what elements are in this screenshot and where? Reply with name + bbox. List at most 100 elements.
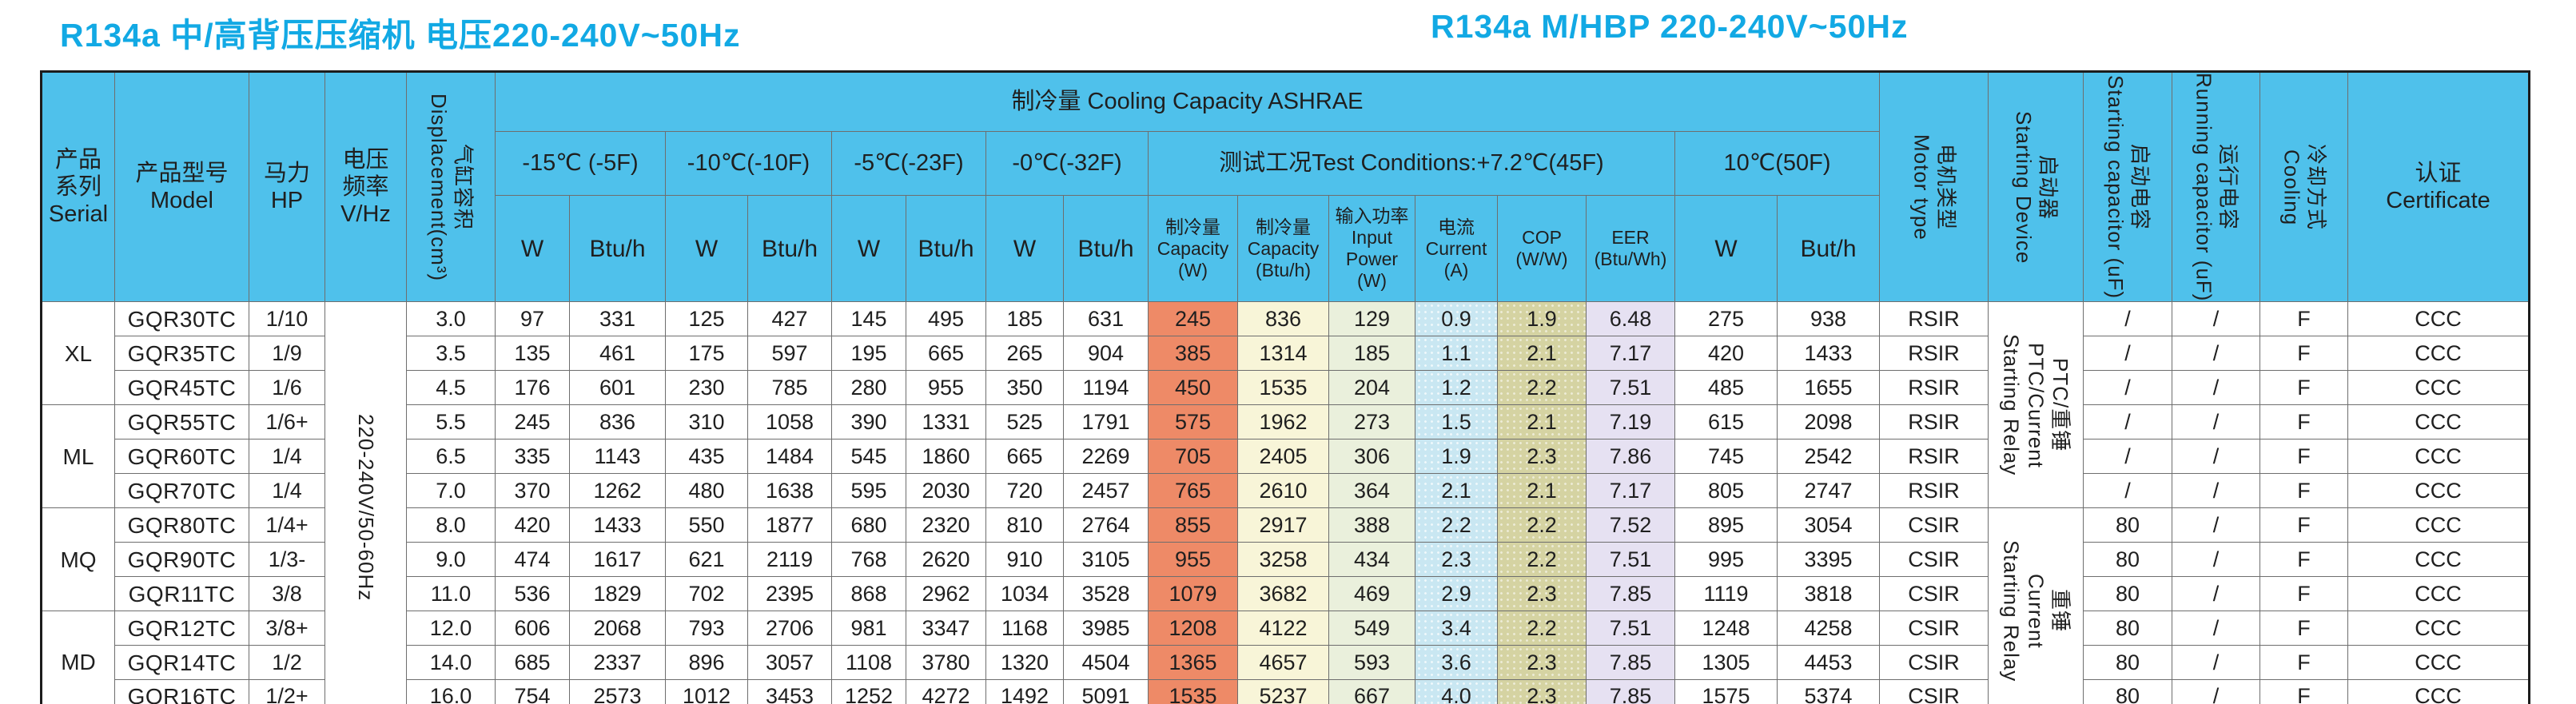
cell-disp: 8.0 (406, 507, 496, 543)
cell-cop: 2.1 (1497, 404, 1587, 440)
col-header-input-power: 输入功率 Input Power (W) (1328, 195, 1415, 303)
cell-model: GQR60TC (114, 439, 249, 475)
cell-b0: 4504 (1063, 645, 1149, 681)
cell-w0: 1168 (985, 611, 1064, 646)
col-header-serial: 产品 系列 Serial (41, 70, 115, 303)
cell-cooling: F (2259, 301, 2348, 337)
cell-w10f: 793 (665, 611, 748, 646)
cell-hp: 1/6 (249, 370, 325, 406)
cell-motor: RSIR (1879, 301, 1989, 337)
cell-cop: 2.3 (1497, 576, 1587, 612)
col-header-hp: 马力HP (249, 70, 325, 303)
cell-b0: 1791 (1063, 404, 1149, 440)
cell-w15: 370 (495, 473, 570, 509)
cell-disp: 16.0 (406, 679, 496, 704)
page-title-left: R134a 中/高背压压缩机 电压220-240V~50Hz (60, 17, 741, 54)
cell-eer: 7.86 (1586, 439, 1675, 475)
cell-eer: 7.52 (1586, 507, 1675, 543)
cell-capb: 5237 (1237, 679, 1329, 704)
cell-b10f: 597 (747, 336, 832, 372)
cell-b15: 1262 (569, 473, 666, 509)
col-header-vhz: 电压 频率 V/Hz (324, 70, 407, 303)
cell-hp: 3/8+ (249, 611, 325, 646)
cell-w10c: 1305 (1674, 645, 1778, 681)
cell-model: GQR80TC (114, 507, 249, 543)
col-header-temp-minus10: -10℃(-10F) (665, 130, 832, 197)
cell-b0: 631 (1063, 301, 1149, 337)
cell-model: GQR45TC (114, 370, 249, 406)
cell-w0: 1492 (985, 679, 1064, 704)
cell-b5: 1331 (906, 404, 986, 440)
cell-b10f: 3057 (747, 645, 832, 681)
cell-w10f: 480 (665, 473, 748, 509)
cell-w10f: 702 (665, 576, 748, 612)
cell-b10c: 938 (1777, 301, 1880, 337)
cell-b15: 836 (569, 404, 666, 440)
cell-cooling: F (2259, 611, 2348, 646)
cell-w15: 245 (495, 404, 570, 440)
cell-w0: 910 (985, 542, 1064, 578)
cell-hp: 1/3- (249, 542, 325, 578)
cell-startdev: 重锤 Current Starting Relay (1988, 507, 2084, 704)
cell-b15: 2068 (569, 611, 666, 646)
cell-w10c: 1575 (1674, 679, 1778, 704)
cell-w5: 981 (831, 611, 906, 646)
cell-b10f: 2119 (747, 542, 832, 578)
cell-b15: 1433 (569, 507, 666, 543)
cell-b5: 3780 (906, 645, 986, 681)
table-row: XL GQR30TC 1/10 220-240V/50-60Hz 3.0 97 331 125… (41, 301, 2530, 704)
col-header-running-capacitor: 运行电容 Running capacitor (uF) (2172, 70, 2260, 303)
col-header-current: 电流 Current (A) (1415, 195, 1498, 303)
col-header-w-minus0: W (985, 195, 1064, 303)
cell-startcap: 80 (2083, 507, 2172, 543)
col-header-eer: EER (Btu/Wh) (1586, 195, 1675, 303)
col-header-w-minus15: W (495, 195, 570, 303)
cell-startcap: 80 (2083, 576, 2172, 612)
cell-cur: 2.9 (1415, 576, 1498, 612)
cell-capb: 1962 (1237, 404, 1329, 440)
cell-b5: 2962 (906, 576, 986, 612)
cell-cooling: F (2259, 370, 2348, 406)
col-header-cop: COP (W/W) (1497, 195, 1587, 303)
cell-cur: 2.1 (1415, 473, 1498, 509)
cell-w5: 545 (831, 439, 906, 475)
col-header-w-minus10: W (665, 195, 748, 303)
cell-b0: 3528 (1063, 576, 1149, 612)
cell-b0: 5091 (1063, 679, 1149, 704)
cell-w15: 474 (495, 542, 570, 578)
cell-w15: 606 (495, 611, 570, 646)
cell-w0: 265 (985, 336, 1064, 372)
cell-capb: 3682 (1237, 576, 1329, 612)
col-header-btuh-minus15: Btu/h (569, 195, 666, 303)
cell-b10c: 2542 (1777, 439, 1880, 475)
cell-motor: RSIR (1879, 370, 1989, 406)
cell-cop: 2.1 (1497, 473, 1587, 509)
cell-inp: 667 (1328, 679, 1415, 704)
cell-inp: 549 (1328, 611, 1415, 646)
cell-inp: 593 (1328, 645, 1415, 681)
cell-w10c: 805 (1674, 473, 1778, 509)
cell-model: GQR90TC (114, 542, 249, 578)
cell-w10c: 995 (1674, 542, 1778, 578)
cell-capb: 4122 (1237, 611, 1329, 646)
col-header-temp-minus15: -15℃ (-5F) (495, 130, 666, 197)
cell-cur: 1.5 (1415, 404, 1498, 440)
cell-cooling: F (2259, 336, 2348, 372)
cell-cert: CCC (2347, 370, 2530, 406)
cell-capb: 1314 (1237, 336, 1329, 372)
cell-b5: 4272 (906, 679, 986, 704)
cell-startcap: / (2083, 301, 2172, 337)
cell-b10f: 1058 (747, 404, 832, 440)
cell-motor: CSIR (1879, 611, 1989, 646)
cell-capw: 855 (1148, 507, 1238, 543)
col-header-motor-type: 电机类型 Motor type (1879, 70, 1989, 303)
cell-b10c: 2098 (1777, 404, 1880, 440)
cell-b10f: 427 (747, 301, 832, 337)
cell-b5: 955 (906, 370, 986, 406)
cell-w10f: 435 (665, 439, 748, 475)
cell-startdev: PTC/重锤 PTC/Current Starting Relay (1988, 301, 2084, 509)
cell-cert: CCC (2347, 645, 2530, 681)
cell-w0: 720 (985, 473, 1064, 509)
cell-b5: 3347 (906, 611, 986, 646)
